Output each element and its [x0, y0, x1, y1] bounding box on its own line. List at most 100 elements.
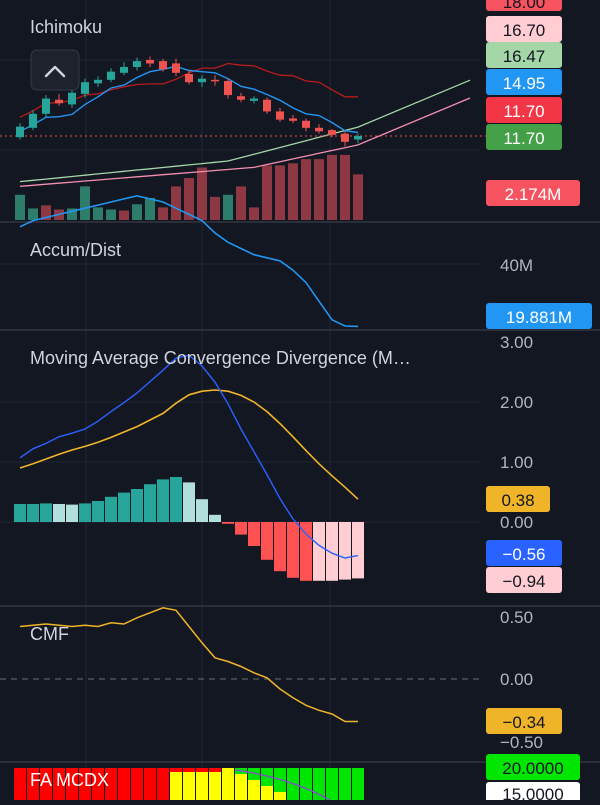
fa-mcdx-bar	[300, 768, 312, 800]
ichimoku-title[interactable]: Ichimoku	[30, 17, 102, 37]
macd-title[interactable]: Moving Average Convergence Divergence (M…	[30, 348, 411, 368]
macd-line-badge: −0.56	[486, 540, 562, 566]
fa-mcdx-bar	[53, 768, 65, 800]
candle-body	[341, 133, 349, 142]
candle-body	[211, 79, 219, 82]
candle-body	[250, 98, 258, 101]
volume-bar	[67, 208, 77, 220]
cmf-pane[interactable]: CMF 0.50 0.00 −0.50 −0.34	[0, 607, 562, 752]
fa-mcdx-bar-overlay	[261, 786, 273, 800]
candle-body	[55, 99, 63, 104]
volume-bar	[223, 194, 233, 220]
price-badge-span-b: 11.70	[486, 124, 562, 150]
volume-bar	[314, 159, 324, 220]
fa-mcdx-bar	[27, 768, 39, 800]
macd-histogram-badge: −0.94	[486, 567, 562, 593]
macd-histogram-bar	[183, 482, 195, 522]
volume-bar	[106, 209, 116, 220]
volume-bar	[15, 194, 25, 220]
macd-line-badge-text: −0.56	[502, 545, 545, 564]
candle-body	[42, 98, 50, 114]
volume-bar	[210, 196, 220, 220]
candle-body	[29, 113, 37, 128]
fa-mcdx-bar-overlay	[248, 780, 260, 800]
volume-bar	[158, 207, 168, 220]
candle-body	[315, 127, 323, 132]
macd-histogram-bar	[352, 522, 364, 579]
accum-dist-pane[interactable]: Accum/Dist 40M 19.881M	[0, 194, 592, 329]
fa-mcdx-pane[interactable]: FA MCDX 20.0000 15.0000	[14, 754, 580, 805]
volume-bar	[184, 178, 194, 220]
fa-mcdx-bar	[118, 768, 130, 800]
fa-mcdx-bar-overlay	[170, 772, 182, 800]
volume-bar	[80, 186, 90, 220]
macd-axis-label-3: 3.00	[500, 333, 533, 352]
price-badge-tenkan: 14.95	[486, 69, 562, 95]
macd-histogram-bar	[313, 522, 325, 581]
macd-histogram-bar	[118, 492, 130, 522]
macd-histogram-bar	[248, 522, 260, 546]
volume-bar	[132, 204, 142, 220]
macd-histogram-bar	[196, 499, 208, 522]
accum-dist-line	[19, 194, 359, 328]
fa-mcdx-bar-overlay	[183, 772, 195, 800]
volume-bars	[15, 154, 363, 220]
volume-bar	[93, 207, 103, 220]
volume-bar	[236, 186, 246, 220]
macd-histogram-bar	[222, 522, 234, 524]
candle-body	[185, 73, 193, 83]
ichimoku-pane[interactable]: Ichimoku 18.00 16.70 16.47 14.95 11.70 1…	[0, 0, 580, 220]
macd-histogram-bar	[157, 479, 169, 522]
fa-mcdx-bar	[339, 768, 351, 800]
volume-bar	[28, 208, 38, 220]
ichimoku-span-b-line	[19, 97, 471, 187]
fa-mcdx-bar	[92, 768, 104, 800]
price-badge-tenkan-text: 14.95	[503, 74, 546, 93]
cmf-title[interactable]: CMF	[30, 624, 69, 644]
accum-dist-title[interactable]: Accum/Dist	[30, 240, 121, 260]
candle-body	[237, 96, 245, 100]
macd-histogram-bar	[14, 504, 26, 522]
volume-bar	[340, 154, 350, 220]
macd-signal-badge: 0.38	[486, 486, 550, 512]
collapse-button[interactable]	[30, 49, 80, 91]
volume-bar	[197, 167, 207, 220]
candle-body	[354, 136, 362, 140]
macd-histogram-bar	[170, 477, 182, 522]
fa-mcdx-bar	[326, 768, 338, 800]
macd-histogram-bar	[339, 522, 351, 580]
price-badge-high-text: 18.00	[503, 0, 546, 12]
candle-body	[146, 59, 154, 64]
volume-bar	[249, 207, 259, 220]
macd-histogram-bar	[40, 503, 52, 522]
macd-histogram-bar	[27, 504, 39, 522]
fa-mcdx-badge-top: 20.0000	[486, 754, 580, 780]
volume-bar	[275, 165, 285, 220]
fa-mcdx-bar-overlay	[222, 768, 234, 800]
fa-mcdx-bar	[131, 768, 143, 800]
fa-mcdx-bar	[66, 768, 78, 800]
candle-body	[263, 99, 271, 112]
macd-signal-badge-text: 0.38	[501, 491, 534, 510]
fa-mcdx-bar-overlay	[274, 792, 286, 800]
ichimoku-span-a-line	[19, 79, 471, 183]
cmf-axis-label-zero: 0.00	[500, 670, 533, 689]
macd-histogram-bar	[287, 522, 299, 578]
price-badge-span-a: 16.47	[486, 42, 562, 68]
volume-bar	[288, 163, 298, 220]
candle-body	[94, 79, 102, 84]
volume-badge-text: 2.174M	[505, 185, 562, 204]
candle-body	[16, 126, 24, 138]
macd-pane[interactable]: Moving Average Convergence Divergence (M…	[0, 333, 562, 593]
candle-body	[224, 81, 232, 96]
price-badge-last-text: 11.70	[503, 102, 544, 121]
fa-mcdx-badge-bottom-text: 15.0000	[502, 785, 563, 800]
macd-histogram-bar	[92, 501, 104, 522]
fa-mcdx-bar-overlay	[209, 772, 221, 800]
chevron-up-icon	[44, 65, 66, 78]
fa-mcdx-title[interactable]: FA MCDX	[30, 770, 109, 790]
price-badge-span-b-text: 11.70	[503, 129, 544, 148]
volume-bar	[262, 165, 272, 220]
macd-histogram-bar	[326, 522, 338, 581]
ichimoku-gridlines	[0, 59, 480, 151]
